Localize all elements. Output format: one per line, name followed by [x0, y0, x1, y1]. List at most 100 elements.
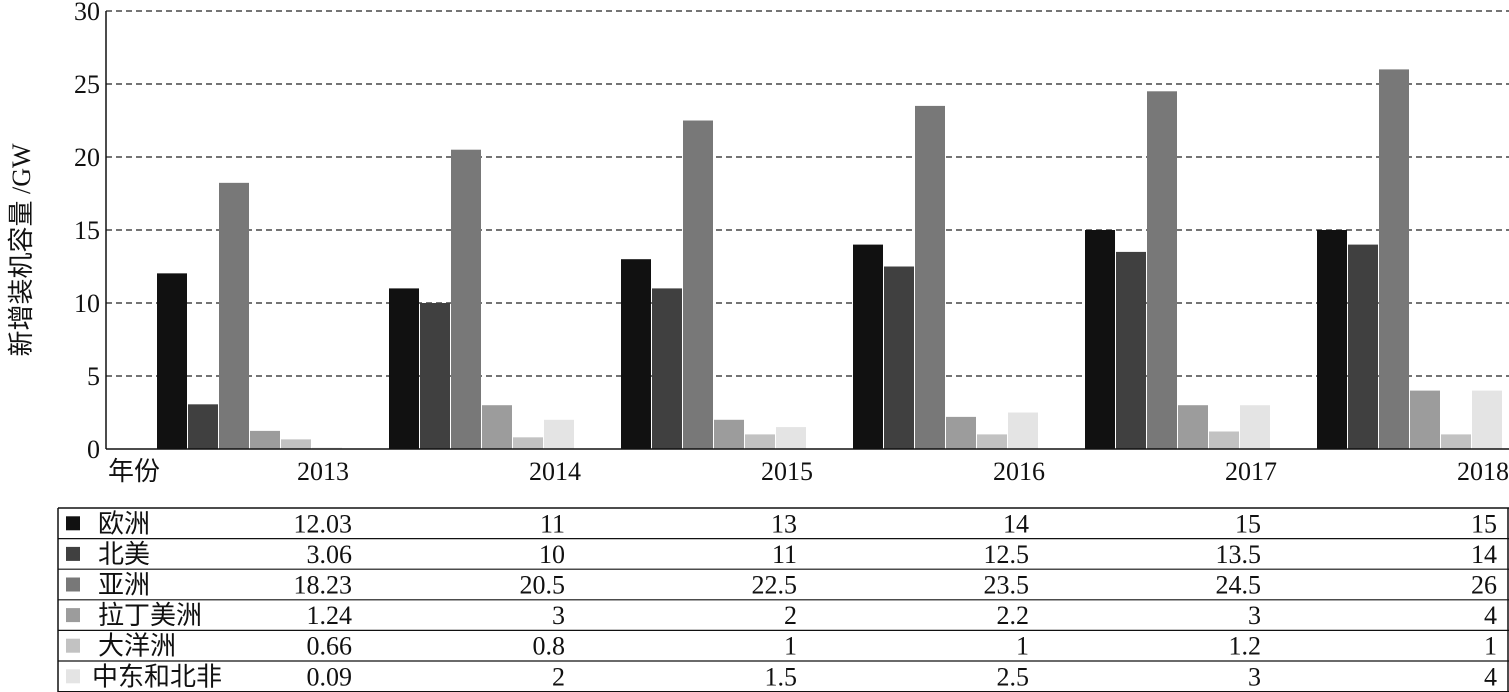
table-cell: 10 — [539, 540, 565, 569]
table-cell: 23.5 — [984, 571, 1030, 600]
table-cell: 13.5 — [1216, 540, 1262, 569]
legend-label: 拉丁美洲 — [98, 601, 202, 630]
table-cell: 18.23 — [294, 571, 353, 600]
y-tick-label: 0 — [87, 435, 100, 464]
bar-2018-1 — [1348, 244, 1378, 449]
table-cell: 22.5 — [752, 571, 798, 600]
legend-swatch — [66, 577, 80, 592]
bar-2018-2 — [1379, 69, 1409, 450]
bar-2018-4 — [1441, 434, 1471, 449]
bar-2013-3 — [250, 430, 280, 449]
bar-2018-3 — [1410, 390, 1440, 449]
x-tick-label: 2013 — [297, 457, 349, 486]
bar-2013-0 — [157, 273, 187, 449]
legend-swatch — [66, 516, 80, 531]
bar-2016-1 — [884, 266, 914, 449]
x-axis-label: 年份 — [108, 457, 160, 486]
y-tick-label: 20 — [74, 143, 100, 172]
x-tick-label: 2016 — [993, 457, 1045, 486]
bar-2015-3 — [714, 419, 744, 449]
table-cell: 2 — [552, 662, 565, 691]
table-cell: 2.2 — [997, 601, 1030, 630]
x-tick-label: 2015 — [761, 457, 813, 486]
table-cell: 12.5 — [984, 540, 1030, 569]
table-cell: 11 — [772, 540, 797, 569]
table-cell: 14 — [1471, 540, 1497, 569]
y-tick-label: 15 — [74, 216, 100, 245]
table-cell: 1.2 — [1229, 632, 1262, 661]
table-cell: 26 — [1471, 571, 1497, 600]
bar-2016-4 — [977, 434, 1007, 449]
bar-2016-3 — [946, 416, 976, 449]
x-tick-label: 2017 — [1225, 457, 1277, 486]
bar-2014-5 — [544, 419, 574, 449]
y-axis-label: 新增装机容量 /GW — [7, 143, 36, 357]
bar-2014-2 — [451, 149, 481, 449]
table-cell: 0.66 — [307, 632, 353, 661]
legend-label: 北美 — [98, 540, 150, 569]
bar-2016-0 — [853, 244, 883, 449]
table-cell: 1 — [1484, 632, 1497, 661]
table-cell: 1.24 — [307, 601, 353, 630]
table-cell: 24.5 — [1216, 571, 1262, 600]
table-cell: 1 — [784, 632, 797, 661]
table-cell: 20.5 — [520, 571, 566, 600]
table-cell: 1 — [1016, 632, 1029, 661]
bar-2013-2 — [219, 182, 249, 450]
bar-2017-2 — [1147, 91, 1177, 450]
bar-2015-2 — [683, 120, 713, 449]
table-cell: 12.03 — [294, 509, 353, 538]
bar-2015-4 — [745, 434, 775, 449]
table-cell: 4 — [1484, 601, 1497, 630]
table-cell: 15 — [1235, 509, 1261, 538]
table-cell: 3 — [552, 601, 565, 630]
y-tick-label: 25 — [74, 70, 100, 99]
bar-2013-4 — [281, 439, 311, 449]
legend-swatch — [66, 638, 80, 653]
table-cell: 2.5 — [997, 662, 1030, 691]
table-cell: 1.5 — [765, 662, 798, 691]
table-cell: 3 — [1248, 662, 1261, 691]
y-tick-label: 30 — [74, 0, 100, 26]
bar-2014-4 — [513, 437, 543, 449]
y-tick-label: 5 — [87, 362, 100, 391]
legend-label: 中东和北非 — [92, 662, 222, 691]
table-cell: 14 — [1003, 509, 1029, 538]
bar-2018-5 — [1472, 390, 1502, 449]
bar-2017-4 — [1209, 431, 1239, 449]
table-cell: 3 — [1248, 601, 1261, 630]
y-axis: 0 5 10 15 20 25 30 — [74, 0, 107, 464]
y-tick-label: 10 — [74, 289, 100, 318]
bar-2014-1 — [420, 303, 450, 449]
legend-label: 欧洲 — [98, 509, 150, 538]
bar-2015-5 — [776, 427, 806, 449]
bar-2018-0 — [1317, 230, 1347, 449]
table-cell: 0.8 — [533, 632, 566, 661]
legend-label: 大洋洲 — [98, 632, 176, 661]
table-cell: 13 — [771, 509, 797, 538]
table-cell: 11 — [540, 509, 565, 538]
gridlines — [106, 10, 1509, 377]
table-cell: 4 — [1484, 662, 1497, 691]
legend-swatch — [66, 669, 80, 684]
bar-2017-3 — [1178, 405, 1208, 449]
bars — [157, 69, 1502, 450]
bar-2017-1 — [1116, 251, 1146, 449]
table-cell: 2 — [784, 601, 797, 630]
legend-swatch — [66, 546, 80, 561]
x-tick-labels: 2013 2014 2015 2016 2017 2018 — [297, 457, 1509, 486]
bar-2013-1 — [188, 404, 218, 449]
legend-label: 亚洲 — [98, 571, 150, 600]
bar-2017-0 — [1085, 230, 1115, 449]
x-tick-label: 2018 — [1457, 457, 1509, 486]
bar-2014-0 — [389, 288, 419, 449]
table-cell: 3.06 — [307, 540, 353, 569]
bar-2017-5 — [1240, 405, 1270, 449]
bar-2016-5 — [1008, 412, 1038, 449]
bar-2015-1 — [652, 288, 682, 449]
table-cell: 0.09 — [307, 662, 353, 691]
bar-2016-2 — [915, 105, 945, 450]
bar-2014-3 — [482, 405, 512, 449]
